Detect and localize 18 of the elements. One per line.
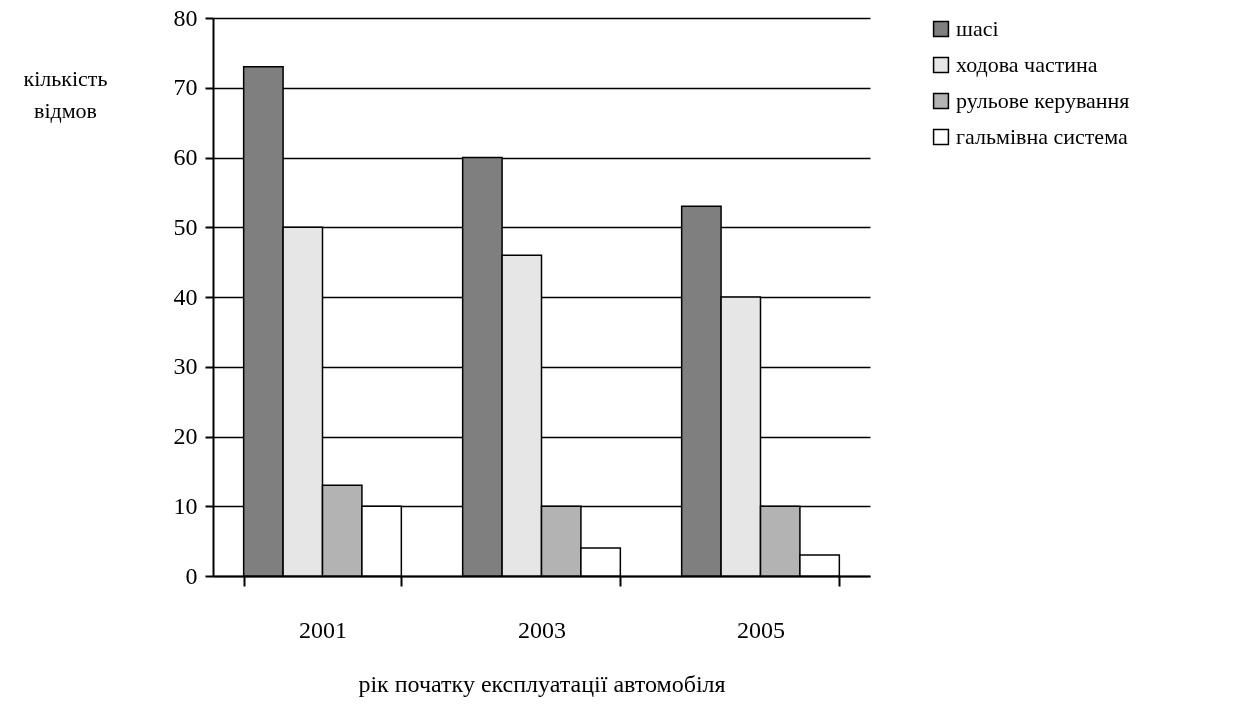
x-tick-label: 2005 xyxy=(737,616,785,643)
y-axis-title: кількість відмов xyxy=(23,65,108,123)
y-tick-label: 80 xyxy=(173,4,198,31)
y-tick-label: 10 xyxy=(173,492,198,519)
legend-label: рульове керування xyxy=(956,88,1130,113)
y-tick-label: 50 xyxy=(173,213,198,240)
y-tick-label: 0 xyxy=(185,562,198,589)
legend-label: ходова частина xyxy=(956,52,1098,77)
y-tick-label: 30 xyxy=(173,353,198,380)
x-tick-label: 2001 xyxy=(299,616,347,643)
x-axis-title: рік початку експлуатації автомобіля xyxy=(358,670,726,697)
y-tick-label: 60 xyxy=(173,144,198,170)
y-tick-label: 70 xyxy=(173,74,198,101)
y-tick-label: 40 xyxy=(173,283,198,310)
legend-label: шасі xyxy=(956,16,999,41)
legend-label: гальмівна система xyxy=(956,124,1128,149)
x-tick-label: 2003 xyxy=(518,616,566,643)
y-tick-label: 20 xyxy=(173,423,198,449)
